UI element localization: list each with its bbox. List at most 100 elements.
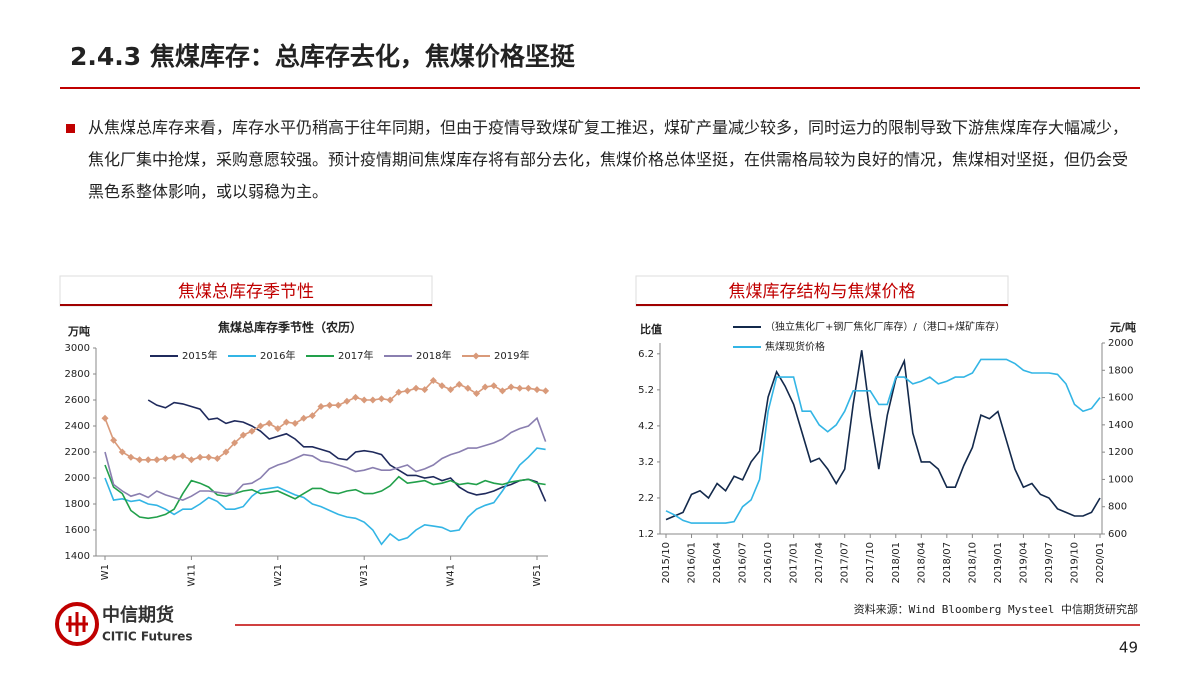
y2-tick-label: 1400 [1108, 420, 1133, 431]
series-marker [473, 390, 481, 397]
series-marker [498, 387, 506, 395]
series-marker [516, 384, 524, 392]
y2-tick-label: 1600 [1108, 393, 1133, 404]
chart-title: 焦煤总库存季节性（农历） [217, 320, 362, 335]
legend-label: （独立焦化厂+钢厂焦化厂库存）/（港口+煤矿库存） [765, 320, 1005, 333]
y-tick-label: 5.2 [638, 385, 654, 396]
x-tick-label: 2017/07 [840, 542, 851, 584]
series-line [104, 416, 547, 501]
series-line [147, 399, 547, 502]
series-marker [274, 425, 282, 433]
series-marker [317, 403, 325, 410]
series-marker [343, 397, 351, 405]
series-marker [360, 396, 368, 404]
legend-label: 焦煤现货价格 [765, 340, 825, 353]
series-marker [110, 436, 118, 444]
series-marker [127, 453, 135, 461]
x-tick-label: 2017/04 [814, 542, 825, 584]
panel-heading: 焦煤总库存季节性 [178, 282, 314, 302]
y-tick-label: 2.2 [638, 493, 654, 504]
series-marker [334, 401, 342, 409]
x-tick-label: 2019/07 [1044, 542, 1055, 584]
x-tick-label: 2018/07 [942, 542, 953, 584]
x-tick-label: 2016/07 [738, 542, 749, 584]
y-tick-label: 1.2 [638, 529, 654, 540]
series-marker [101, 414, 109, 422]
series-marker [533, 386, 541, 394]
x-tick-label: 2018/04 [916, 542, 927, 584]
y-tick-label: 2000 [65, 473, 90, 484]
y-tick-label: 3.2 [638, 457, 654, 468]
x-tick-label: W11 [186, 564, 197, 587]
series-marker [447, 386, 455, 394]
y-axis-label: 万吨 [67, 324, 90, 338]
logo-mark [66, 612, 88, 636]
y2-tick-label: 1800 [1108, 365, 1133, 376]
panel-box [635, 275, 1009, 307]
series-marker [395, 388, 403, 396]
series-marker [196, 453, 204, 461]
series-marker [300, 414, 308, 422]
y-tick-label: 4.2 [638, 421, 654, 432]
panel-heading: 焦煤库存结构与焦煤价格 [729, 282, 916, 302]
series-line [104, 379, 546, 461]
slide-title: 2.4.3 焦煤库存：总库存去化，焦煤价格坚挺 [70, 42, 576, 71]
y-tick-label: 2800 [65, 369, 90, 380]
series-marker [239, 431, 247, 439]
series-marker [205, 453, 213, 461]
series-marker [187, 456, 195, 464]
x-tick-label: W21 [273, 564, 284, 587]
y-tick-label: 6.2 [638, 349, 654, 360]
logo-en: CITIC Futures [102, 630, 193, 644]
series-marker [490, 382, 498, 390]
y-tick-label: 2400 [65, 421, 90, 432]
series-marker [412, 384, 420, 392]
x-tick-label: W51 [532, 564, 543, 587]
x-tick-label: 2019/10 [1069, 542, 1080, 584]
series-marker [326, 401, 334, 409]
legend-label: 2019年 [494, 349, 529, 362]
series-marker [282, 418, 290, 426]
x-tick-label: 2019/01 [993, 542, 1004, 584]
series-marker [464, 384, 472, 392]
y-tick-label: 1400 [65, 551, 90, 562]
series-marker [222, 448, 230, 456]
y-tick-label: 2600 [65, 395, 90, 406]
y2-tick-label: 800 [1108, 502, 1127, 513]
series-line [665, 350, 1101, 521]
legend-marker [472, 352, 480, 360]
series-marker [248, 427, 256, 435]
bullet-text: 从焦煤总库存来看，库存水平仍稍高于往年同期，但由于疫情导致煤矿复工推迟，煤矿产量… [88, 118, 1129, 201]
series-marker [291, 419, 299, 427]
x-tick-label: 2018/01 [891, 542, 902, 584]
series-marker [257, 422, 265, 430]
series-line [104, 464, 546, 520]
y2-tick-label: 600 [1108, 529, 1127, 540]
series-marker [213, 455, 221, 462]
series-marker [455, 380, 463, 388]
y2-axis-label: 元/吨 [1110, 320, 1136, 334]
series-marker [507, 383, 515, 391]
series-marker [144, 456, 152, 464]
series-marker [386, 396, 394, 404]
series-marker [161, 455, 169, 462]
x-tick-label: 2016/10 [763, 542, 774, 584]
series-marker [265, 419, 273, 427]
x-tick-label: W41 [446, 564, 457, 587]
x-tick-label: W31 [359, 564, 370, 587]
series-marker [377, 395, 385, 403]
y-tick-label: 1600 [65, 525, 90, 536]
legend-label: 2018年 [416, 349, 451, 362]
x-tick-label: 2015/10 [661, 542, 672, 584]
series-marker [421, 386, 429, 394]
series-marker [429, 377, 437, 384]
x-tick-label: 2016/01 [687, 542, 698, 584]
x-tick-label: W1 [100, 564, 111, 580]
logo-ring [55, 602, 99, 646]
series-marker [308, 412, 316, 420]
legend-label: 2016年 [260, 349, 295, 362]
source-note: 资料来源：Wind Bloomberg Mysteel 中信期货研究部 [854, 602, 1138, 616]
x-tick-label: 2018/10 [967, 542, 978, 584]
